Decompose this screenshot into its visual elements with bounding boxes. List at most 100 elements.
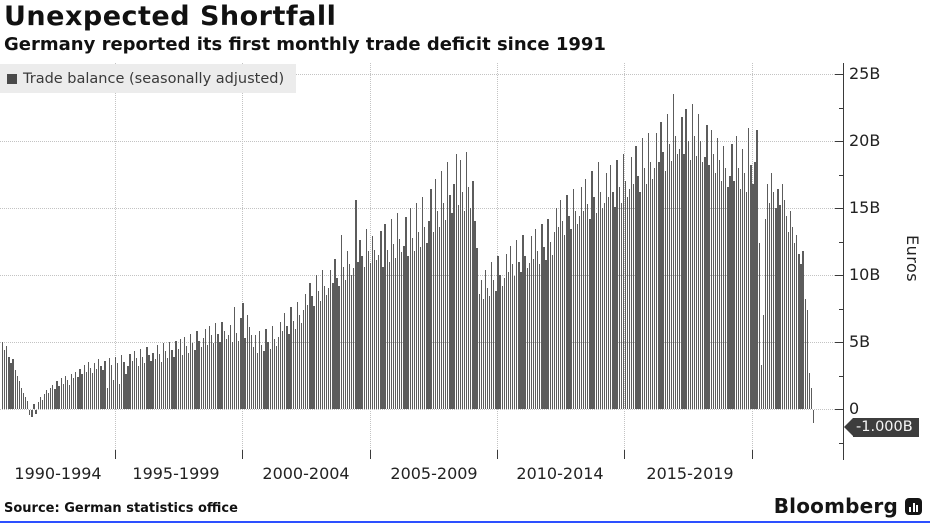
y-axis-line bbox=[843, 63, 844, 460]
bar bbox=[325, 295, 328, 409]
bar bbox=[405, 217, 407, 409]
bar bbox=[321, 269, 324, 409]
bar bbox=[89, 367, 92, 409]
y-tick-label-10b: 10B bbox=[849, 265, 881, 284]
bar bbox=[681, 116, 683, 409]
bar bbox=[298, 315, 301, 409]
bar bbox=[760, 364, 762, 409]
bar bbox=[307, 304, 309, 409]
bar bbox=[639, 191, 641, 409]
bar bbox=[549, 241, 551, 409]
bar bbox=[595, 213, 597, 409]
bar bbox=[27, 401, 29, 409]
bar bbox=[338, 285, 340, 409]
bar bbox=[426, 242, 428, 409]
x-axis-tick bbox=[497, 450, 498, 459]
x-axis-tick bbox=[370, 450, 371, 459]
x-tick-label-2015-2019: 2015-2019 bbox=[646, 464, 734, 483]
bar bbox=[739, 189, 742, 409]
bar bbox=[766, 183, 769, 409]
bar bbox=[624, 181, 627, 409]
bar bbox=[231, 342, 234, 409]
bloomberg-logo: Bloomberg bbox=[774, 494, 922, 518]
bar bbox=[363, 267, 365, 409]
bar bbox=[181, 355, 184, 409]
y-axis-minor-tick bbox=[839, 107, 843, 109]
bar bbox=[488, 296, 491, 409]
bar bbox=[597, 162, 599, 409]
bar bbox=[651, 178, 654, 409]
bar bbox=[635, 146, 637, 409]
bar bbox=[158, 354, 161, 409]
bar bbox=[93, 363, 96, 409]
bar bbox=[190, 334, 192, 409]
bar bbox=[365, 229, 367, 409]
bar bbox=[4, 350, 6, 409]
bar bbox=[342, 267, 344, 409]
bar bbox=[800, 264, 802, 409]
gridline-v bbox=[624, 63, 625, 450]
bar bbox=[518, 261, 520, 409]
bar bbox=[83, 364, 85, 409]
bar bbox=[787, 232, 790, 409]
bar bbox=[591, 170, 593, 409]
bar bbox=[409, 208, 411, 409]
bar bbox=[394, 257, 397, 409]
bar bbox=[562, 221, 564, 409]
bar bbox=[593, 197, 595, 409]
bar bbox=[227, 335, 230, 409]
bar bbox=[794, 242, 796, 409]
bar bbox=[171, 350, 173, 409]
bar bbox=[340, 234, 342, 409]
y-axis-major-tick bbox=[835, 409, 843, 410]
bar bbox=[108, 358, 110, 409]
bar bbox=[43, 394, 46, 409]
bar bbox=[177, 348, 179, 409]
bar bbox=[735, 135, 737, 409]
bar bbox=[470, 208, 472, 409]
bar bbox=[302, 309, 305, 409]
bar bbox=[750, 165, 752, 409]
bar bbox=[783, 200, 785, 409]
bar bbox=[656, 133, 658, 409]
bar bbox=[221, 321, 223, 409]
bar bbox=[798, 253, 800, 409]
bar bbox=[422, 197, 424, 409]
bar bbox=[511, 264, 514, 409]
bar bbox=[112, 379, 115, 409]
bar bbox=[60, 378, 62, 409]
bar bbox=[131, 360, 133, 409]
bar bbox=[357, 261, 359, 409]
bar bbox=[472, 181, 474, 409]
bar bbox=[781, 183, 783, 409]
bar bbox=[87, 362, 89, 409]
bar bbox=[430, 189, 432, 409]
y-tick-label-20b: 20B bbox=[849, 131, 881, 150]
bar bbox=[524, 256, 526, 409]
bar bbox=[344, 280, 347, 409]
bar bbox=[351, 275, 353, 409]
bar bbox=[501, 285, 503, 409]
bar bbox=[33, 403, 35, 409]
bar bbox=[68, 384, 71, 409]
y-tick-label-5b: 5B bbox=[849, 332, 871, 351]
bar bbox=[248, 327, 250, 409]
bar bbox=[756, 130, 758, 409]
bar bbox=[296, 301, 298, 409]
bar bbox=[465, 151, 468, 409]
bar bbox=[438, 226, 441, 409]
bar bbox=[789, 210, 792, 409]
y-axis-minor-tick bbox=[839, 375, 843, 377]
bar bbox=[679, 149, 681, 409]
bar bbox=[244, 338, 246, 409]
y-axis-major-tick bbox=[835, 141, 843, 142]
bar bbox=[146, 347, 148, 409]
bar bbox=[771, 173, 773, 409]
bar bbox=[100, 366, 102, 409]
bar bbox=[85, 371, 87, 409]
bar bbox=[263, 351, 265, 409]
bar bbox=[574, 210, 576, 409]
bar bbox=[764, 218, 767, 409]
bar bbox=[482, 299, 484, 409]
bar bbox=[810, 387, 813, 409]
